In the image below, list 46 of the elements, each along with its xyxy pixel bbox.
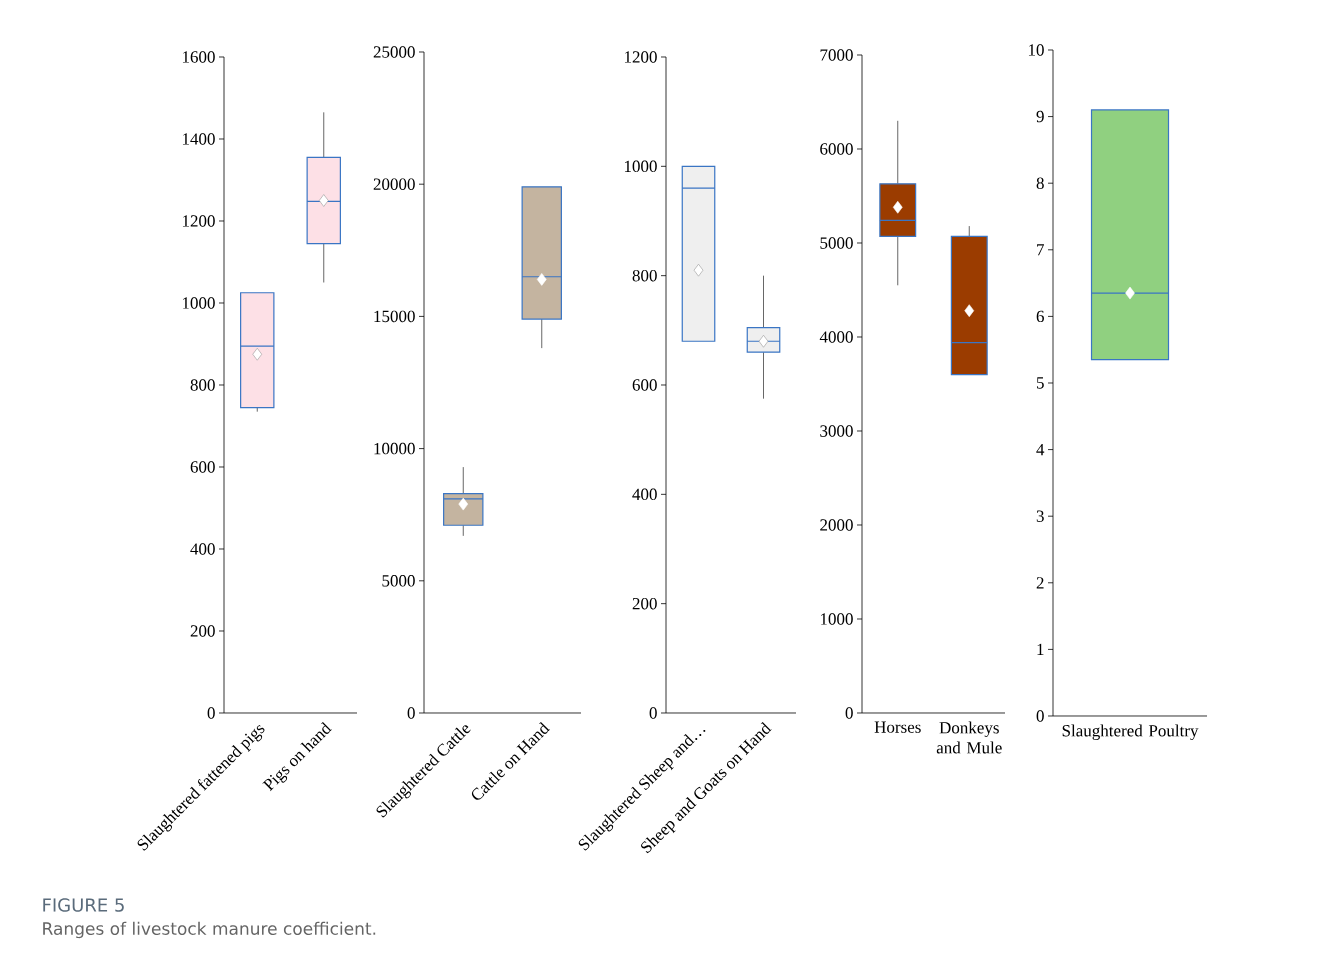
y-tick-label: 9 xyxy=(1036,110,1044,123)
y-tick-label: 15000 xyxy=(374,310,415,323)
y-tick-label: 0 xyxy=(1036,710,1044,722)
y-tick-label: 800 xyxy=(190,379,215,391)
y-tick-label: 600 xyxy=(190,461,215,473)
y-tick-label: 5000 xyxy=(382,575,415,587)
y-tick-label: 20000 xyxy=(373,178,415,190)
y-tick-label: 1200 xyxy=(624,51,657,63)
y-tick-label: 2 xyxy=(1036,577,1044,589)
y-tick-label: 0 xyxy=(407,707,415,719)
x-tick-label: Slaughtered Poultry xyxy=(1062,724,1199,740)
y-tick-label: 6000 xyxy=(820,143,853,155)
y-tick-label: 0 xyxy=(649,707,657,719)
y-tick-label: 4 xyxy=(1036,444,1045,456)
y-tick-label: 400 xyxy=(632,488,657,501)
text: Ranges of livestock manure coefficient. xyxy=(43,921,376,939)
y-tick-label: 200 xyxy=(632,597,657,610)
y-tick-label: 400 xyxy=(190,543,215,555)
y-tick-label: 1600 xyxy=(182,51,215,63)
y-tick-label: 1 xyxy=(1037,643,1044,656)
y-tick-label: 1000 xyxy=(820,613,853,625)
y-tick-label: 25000 xyxy=(373,46,415,58)
y-tick-label: 200 xyxy=(190,625,215,637)
y-tick-label: 10000 xyxy=(374,442,415,455)
y-tick-label: 7 xyxy=(1037,244,1044,256)
y-tick-label: 600 xyxy=(632,379,657,391)
y-tick-label: 10 xyxy=(1028,44,1044,56)
y-tick-label: 7000 xyxy=(820,49,853,61)
y-tick-label: 8 xyxy=(1036,177,1044,189)
y-tick-label: 5000 xyxy=(820,237,853,249)
x-tick-label: Horses xyxy=(874,721,921,733)
y-tick-label: 2000 xyxy=(820,519,853,531)
y-tick-label: 3 xyxy=(1036,510,1044,522)
x-tick-label: Donkeys and Mule xyxy=(936,721,1002,754)
y-tick-label: 1400 xyxy=(182,133,215,145)
y-tick-label: 800 xyxy=(632,269,657,282)
caption: FIGURE 5 xyxy=(43,898,124,912)
y-tick-label: 1000 xyxy=(624,160,657,173)
y-tick-label: 5 xyxy=(1036,377,1044,389)
y-tick-label: 0 xyxy=(207,707,215,719)
y-tick-label: 3000 xyxy=(820,425,853,437)
y-tick-label: 1200 xyxy=(182,215,215,227)
y-tick-label: 0 xyxy=(845,707,853,719)
y-tick-label: 1000 xyxy=(182,297,215,309)
y-tick-label: 4000 xyxy=(819,331,853,343)
y-tick-label: 6 xyxy=(1036,310,1044,323)
